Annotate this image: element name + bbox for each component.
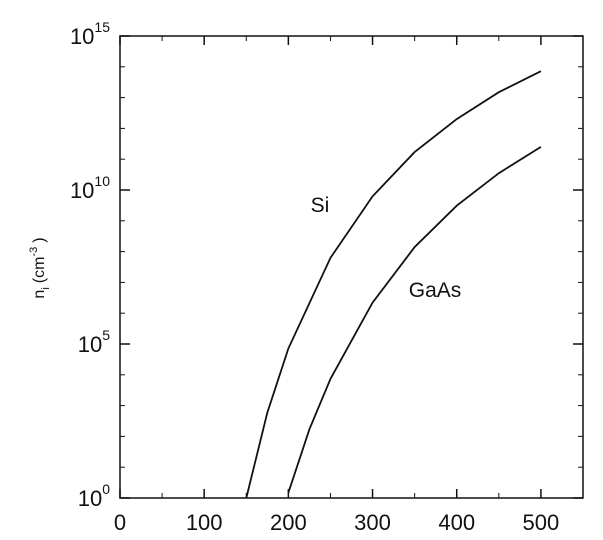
y-tick-label: 1015 [70,19,110,49]
y-tick-exponent: 5 [102,327,110,343]
line-series [287,146,542,493]
y-tick-exponent: 0 [102,481,110,497]
y-tick-label: 105 [78,327,110,357]
x-tick-label: 100 [186,510,223,535]
y-tick-base: 10 [78,486,102,511]
series-label: Si [311,194,330,217]
y-tick-exponent: 15 [94,19,110,35]
series-label: GaAs [409,279,462,302]
y-tick-base: 10 [70,178,94,203]
y-tick-base: 10 [70,24,94,49]
label-part: (cm [31,257,48,284]
y-axis-label-text: ni (cm-3) [28,237,52,298]
y-tick-label: 100 [78,481,110,511]
label-part: -3 [28,247,40,257]
line-series [245,70,542,499]
label-part: n [31,290,48,299]
x-tick-label: 200 [270,510,307,535]
label-part: i [40,287,52,289]
y-tick-label: 1010 [70,173,110,203]
y-axis-label: ni (cm-3) [28,237,52,298]
y-tick-exponent: 10 [94,173,110,189]
x-tick-label: 0 [114,510,126,535]
x-tick-label: 500 [523,510,560,535]
x-tick-label: 300 [354,510,391,535]
y-tick-base: 10 [78,332,102,357]
plot-frame [119,35,584,499]
x-tick-label: 400 [438,510,475,535]
label-part: ) [31,237,48,242]
